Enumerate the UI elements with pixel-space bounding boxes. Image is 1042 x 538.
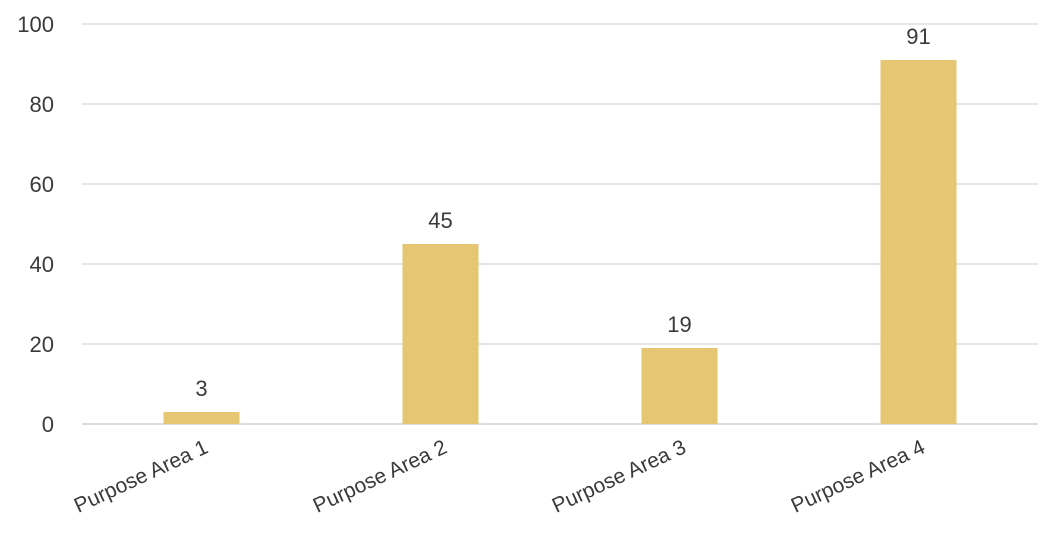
category-label-3: Purpose Area 3 (549, 436, 690, 518)
x-axis-category-labels: Purpose Area 1 Purpose Area 2 Purpose Area… (71, 436, 929, 518)
bar-2 (402, 244, 479, 424)
bar-3 (641, 348, 718, 424)
category-label-4: Purpose Area 4 (788, 436, 929, 518)
data-label-2: 45 (428, 208, 452, 233)
bar-1 (163, 412, 240, 424)
bar-4 (880, 60, 957, 424)
category-label-1: Purpose Area 1 (71, 436, 212, 518)
data-label-3: 19 (667, 312, 691, 337)
y-tick-label-40: 40 (30, 252, 54, 277)
y-tick-label-100: 100 (17, 12, 54, 37)
data-label-1: 3 (195, 376, 207, 401)
y-axis-tick-labels: 0 20 40 60 80 100 (17, 12, 54, 437)
data-labels: 3 45 19 91 (195, 24, 930, 401)
y-tick-label-0: 0 (42, 412, 54, 437)
category-label-2: Purpose Area 2 (310, 436, 451, 518)
gridlines (82, 23, 1038, 425)
y-tick-label-60: 60 (30, 172, 54, 197)
y-tick-label-20: 20 (30, 332, 54, 357)
bars (163, 60, 957, 424)
y-tick-label-80: 80 (30, 92, 54, 117)
data-label-4: 91 (906, 24, 930, 49)
